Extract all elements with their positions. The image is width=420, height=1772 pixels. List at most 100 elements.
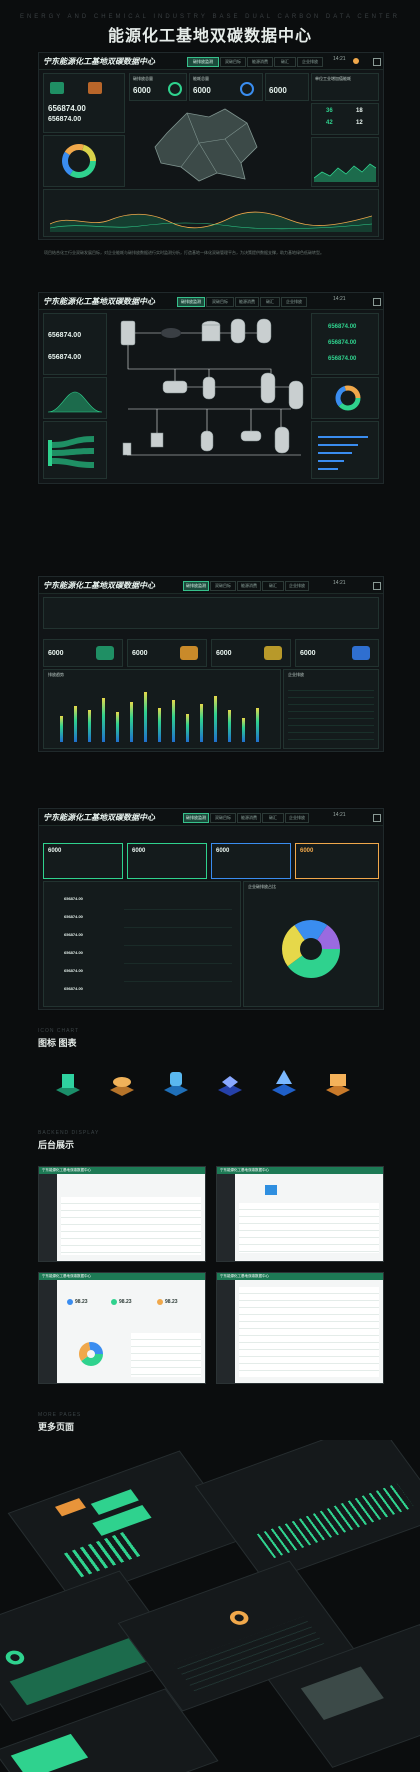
kpi-value: 6000 bbox=[300, 848, 314, 854]
stat-2: 18 bbox=[356, 108, 363, 114]
panel-right-values: 656874.00 656874.00 656874.00 bbox=[311, 313, 379, 375]
panel-right-donut bbox=[311, 377, 379, 419]
table-cell: 656874.00 bbox=[64, 968, 83, 973]
kpi-card-1: 6000 bbox=[43, 639, 123, 667]
wave-chart bbox=[50, 211, 372, 232]
plant-flow-diagram bbox=[120, 318, 304, 456]
pie-chart bbox=[79, 1342, 103, 1366]
kpi-card-3[interactable]: 6000 bbox=[211, 843, 291, 879]
kpi-card-2[interactable]: 6000 bbox=[127, 843, 207, 879]
panel-info bbox=[43, 597, 379, 629]
card-value: 6000 bbox=[133, 86, 151, 95]
clock: 14:21 bbox=[333, 296, 346, 302]
stat-3: 42 bbox=[326, 120, 333, 126]
metric-value: 98.23 bbox=[165, 1299, 178, 1305]
tab-carbon-sink[interactable]: 碳汇 bbox=[262, 813, 284, 823]
mountain-chart bbox=[48, 391, 102, 413]
hbar bbox=[318, 436, 368, 438]
kpi-value: 6000 bbox=[132, 650, 148, 657]
tab-carbon-target[interactable]: 双碳目标 bbox=[206, 297, 234, 307]
tab-carbon-target[interactable]: 双碳目标 bbox=[220, 57, 246, 67]
tab-carbon-monitor[interactable]: 碳排放监测 bbox=[187, 57, 219, 67]
tab-carbon-target[interactable]: 双碳目标 bbox=[210, 813, 236, 823]
tab-carbon-sink[interactable]: 碳汇 bbox=[260, 297, 280, 307]
pie-chart bbox=[282, 920, 340, 978]
energy-icon bbox=[88, 82, 102, 94]
tab-enterprise[interactable]: 企业排放 bbox=[285, 581, 309, 591]
panel-list: 企业排放 bbox=[283, 669, 379, 749]
process-diagram bbox=[111, 313, 307, 477]
tab-enterprise[interactable]: 企业排放 bbox=[281, 297, 307, 307]
drop-icon bbox=[352, 646, 370, 660]
tab-carbon-sink[interactable]: 碳汇 bbox=[262, 581, 284, 591]
tab-energy[interactable]: 能源消费 bbox=[237, 581, 261, 591]
hand-icon bbox=[164, 1072, 188, 1096]
menu-icon[interactable] bbox=[373, 814, 381, 822]
backend-screen-2: 宁东能源化工基地双碳数据中心 bbox=[216, 1166, 384, 1262]
total-value-2: 656874.00 bbox=[48, 116, 82, 123]
tab-carbon-monitor[interactable]: 碳排放监测 bbox=[183, 813, 209, 823]
panel-bar-chart: 排放趋势 bbox=[43, 669, 281, 749]
coin-stack-icon bbox=[110, 1077, 134, 1096]
kpi-card-1[interactable]: 6000 bbox=[43, 843, 123, 879]
panel-pie: 企业碳排放占比 bbox=[243, 881, 379, 1007]
panel-right-stats: 36 18 42 12 bbox=[311, 103, 379, 135]
kpi-card-3: 6000 bbox=[211, 639, 291, 667]
project-caption: 项目结合化工行业双碳发展目标，对企业能耗与碳排放数据进行实时监测分析，打造基地一… bbox=[44, 250, 324, 255]
card-title: 单位工业增加值能耗 bbox=[315, 76, 351, 81]
donut-chart bbox=[62, 144, 96, 178]
panel-table: 656874.00 656874.00 656874.00 656874.00 … bbox=[43, 881, 241, 1007]
dashboard-screen-table: 宁东能源化工基地双碳数据中心 碳排放监测 双碳目标 能源消费 碳汇 企业排放 1… bbox=[38, 808, 384, 1010]
top-bar: 宁东能源化工基地双碳数据中心 碳排放监测 双碳目标 能源消费 碳汇 企业排放 1… bbox=[39, 577, 383, 594]
backend-title: 宁东能源化工基地双碳数据中心 bbox=[220, 1274, 269, 1278]
panel-right-bars bbox=[311, 421, 379, 479]
tab-enterprise[interactable]: 企业排放 bbox=[285, 813, 309, 823]
donut-chart bbox=[335, 385, 361, 411]
tab-carbon-target[interactable]: 双碳目标 bbox=[210, 581, 236, 591]
kpi-value: 6000 bbox=[216, 848, 230, 854]
backend-table bbox=[239, 1287, 379, 1377]
backend-top-bar: 宁东能源化工基地双碳数据中心 bbox=[217, 1167, 383, 1174]
header-subtitle: ENERGY AND CHEMICAL INDUSTRY BASE DUAL C… bbox=[19, 14, 401, 20]
top-bar: 宁东能源化工基地双碳数据中心 碳排放监测 双碳目标 能源消费 碳汇 企业排放 1… bbox=[39, 53, 383, 70]
bar-chart bbox=[60, 692, 259, 742]
green-block bbox=[10, 1733, 89, 1772]
menu-icon[interactable] bbox=[373, 298, 381, 306]
tab-enterprise[interactable]: 企业排放 bbox=[297, 57, 323, 67]
tab-carbon-sink[interactable]: 碳汇 bbox=[274, 57, 296, 67]
total-value-1: 656874.00 bbox=[48, 104, 86, 113]
panel-mountain bbox=[43, 377, 107, 419]
menu-icon[interactable] bbox=[373, 582, 381, 590]
sankey-chart bbox=[48, 436, 94, 468]
stat-icon bbox=[111, 1299, 117, 1305]
top-bar: 宁东能源化工基地双碳数据中心 碳排放监测 双碳目标 能源消费 碳汇 企业排放 1… bbox=[39, 293, 383, 310]
coin-icon bbox=[180, 646, 198, 660]
cube-stack-icon bbox=[326, 1074, 350, 1096]
backend-table bbox=[61, 1197, 201, 1255]
upload-icon[interactable] bbox=[265, 1185, 277, 1195]
tab-carbon-monitor[interactable]: 碳排放监测 bbox=[183, 581, 209, 591]
table-cell: 656874.00 bbox=[64, 986, 83, 991]
panel-right-area bbox=[311, 137, 379, 187]
tab-energy[interactable]: 能源消费 bbox=[237, 813, 261, 823]
section-en-label: ICON CHART bbox=[38, 1028, 80, 1034]
tab-energy[interactable]: 能源消费 bbox=[247, 57, 273, 67]
backend-screen-3: 宁东能源化工基地双碳数据中心 98.23 98.23 98.23 bbox=[38, 1272, 206, 1384]
top-bar: 宁东能源化工基地双碳数据中心 碳排放监测 双碳目标 能源消费 碳汇 企业排放 1… bbox=[39, 809, 383, 826]
region-map[interactable] bbox=[147, 103, 267, 185]
menu-icon[interactable] bbox=[373, 58, 381, 66]
hbar bbox=[318, 460, 344, 462]
chart-title: 排放趋势 bbox=[48, 672, 64, 677]
backend-table bbox=[239, 1203, 379, 1253]
backend-top-bar: 宁东能源化工基地双碳数据中心 bbox=[39, 1167, 205, 1174]
panel-carbon-total: 656874.00 656874.00 bbox=[43, 73, 125, 133]
table-cell: 656874.00 bbox=[64, 950, 83, 955]
perspective-screen bbox=[194, 1440, 420, 1583]
tab-carbon-monitor[interactable]: 碳排放监测 bbox=[177, 297, 205, 307]
kpi-card-4[interactable]: 6000 bbox=[295, 843, 379, 879]
card-value: 6000 bbox=[269, 86, 287, 95]
tab-energy[interactable]: 能源消费 bbox=[235, 297, 259, 307]
more-pages-collage bbox=[0, 1440, 420, 1772]
card-title: 能耗总量 bbox=[193, 76, 209, 81]
donut-icon bbox=[2, 1648, 28, 1667]
